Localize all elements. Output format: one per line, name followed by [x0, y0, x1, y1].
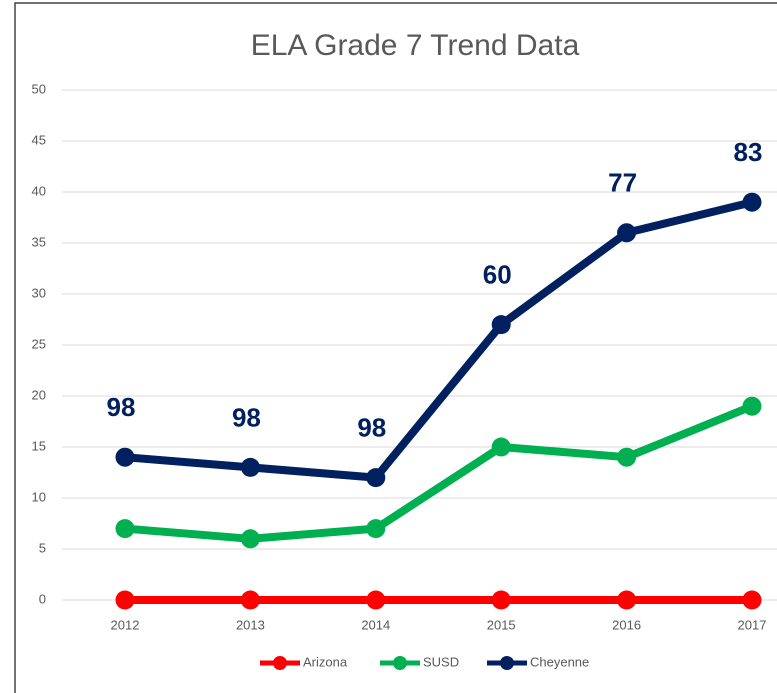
- data-point: [366, 519, 386, 539]
- data-annotation: 60: [483, 259, 512, 289]
- data-point: [115, 519, 135, 539]
- y-tick-label: 45: [32, 132, 46, 147]
- data-point: [240, 457, 260, 477]
- y-tick-label: 0: [39, 591, 46, 606]
- y-tick-label: 30: [32, 285, 46, 300]
- data-point: [617, 223, 637, 243]
- legend-label: Cheyenne: [530, 654, 589, 669]
- y-tick-label: 40: [32, 183, 46, 198]
- x-tick-label: 2015: [487, 617, 516, 632]
- data-annotation: 98: [107, 392, 136, 422]
- data-point: [366, 590, 386, 610]
- legend-marker: [393, 656, 407, 670]
- data-annotation: 98: [232, 402, 261, 432]
- data-point: [366, 468, 386, 488]
- y-tick-label: 25: [32, 336, 46, 351]
- y-tick-label: 20: [32, 387, 46, 402]
- y-tick-label: 35: [32, 234, 46, 249]
- data-point: [115, 447, 135, 467]
- chart-frame: [14, 2, 777, 693]
- data-point: [491, 590, 511, 610]
- data-point: [742, 192, 762, 212]
- y-tick-label: 50: [32, 81, 46, 96]
- legend-marker: [273, 656, 287, 670]
- data-point: [491, 315, 511, 335]
- y-tick-label: 15: [32, 438, 46, 453]
- data-annotation: 83: [734, 137, 763, 167]
- data-point: [491, 437, 511, 457]
- data-annotation: 77: [608, 168, 637, 198]
- data-point: [617, 590, 637, 610]
- legend-label: Arizona: [303, 654, 348, 669]
- data-annotation: 98: [357, 412, 386, 442]
- x-tick-label: 2014: [361, 617, 390, 632]
- x-tick-label: 2013: [236, 617, 265, 632]
- chart-title: ELA Grade 7 Trend Data: [251, 29, 580, 62]
- data-point: [617, 447, 637, 467]
- y-tick-label: 10: [32, 489, 46, 504]
- data-point: [240, 590, 260, 610]
- legend-marker: [500, 656, 514, 670]
- series-line: [124, 198, 753, 482]
- series-line: [124, 402, 754, 543]
- data-point: [742, 396, 762, 416]
- x-tick-label: 2016: [612, 617, 641, 632]
- data-point: [742, 590, 762, 610]
- y-tick-label: 5: [39, 540, 46, 555]
- legend-label: SUSD: [423, 654, 459, 669]
- x-tick-label: 2017: [738, 617, 767, 632]
- data-point: [240, 529, 260, 549]
- data-point: [115, 590, 135, 610]
- x-tick-label: 2012: [111, 617, 140, 632]
